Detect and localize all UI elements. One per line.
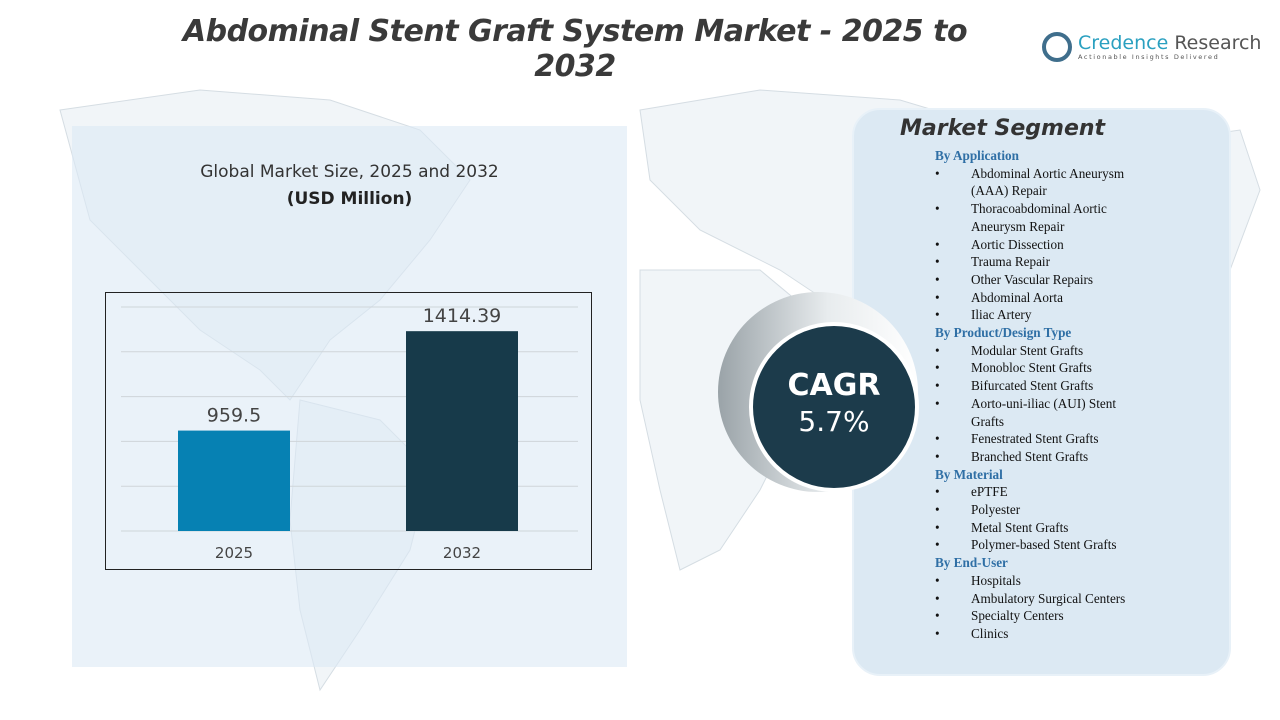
segment-item: • Bifurcated Stent Grafts bbox=[935, 377, 1155, 395]
market-segment-panel bbox=[852, 108, 1231, 676]
data-label: 959.5 bbox=[207, 405, 261, 427]
segment-item: • Branched Stent Grafts bbox=[935, 448, 1155, 466]
logo-name: Credence bbox=[1078, 32, 1169, 54]
segment-item: • Other Vascular Repairs bbox=[935, 271, 1155, 289]
page-title: Abdominal Stent Graft System Market - 20… bbox=[182, 14, 968, 84]
segment-item: • Abdominal Aortic Aneurysm (AAA) Repair bbox=[935, 165, 1155, 200]
bullet-icon: • bbox=[935, 236, 940, 252]
segment-item: • Clinics bbox=[935, 625, 1155, 643]
data-label: 1414.39 bbox=[423, 305, 502, 327]
bullet-icon: • bbox=[935, 448, 940, 464]
segment-item-label: Aortic Dissection bbox=[971, 236, 1064, 252]
cagr-label: CAGR bbox=[787, 368, 881, 403]
segment-item: • ePTFE bbox=[935, 483, 1155, 501]
segment-item-label: Trauma Repair bbox=[971, 254, 1050, 270]
segment-item-label: Modular Stent Grafts bbox=[971, 342, 1084, 358]
bullet-icon: • bbox=[935, 395, 940, 411]
segment-item: • Iliac Artery bbox=[935, 306, 1155, 324]
segment-item: • Aorto-uni-iliac (AUI) Stent Grafts bbox=[935, 395, 1155, 430]
segment-title: Market Segment bbox=[900, 116, 1106, 141]
segment-item: • Specialty Centers bbox=[935, 607, 1155, 625]
bullet-icon: • bbox=[935, 537, 940, 553]
bullet-icon: • bbox=[935, 608, 940, 624]
bullet-icon: • bbox=[935, 271, 940, 287]
segment-item: • Metal Stent Grafts bbox=[935, 519, 1155, 537]
logo-tagline: Actionable Insights Delivered bbox=[1078, 53, 1220, 61]
segment-item: • Ambulatory Surgical Centers bbox=[935, 590, 1155, 608]
segment-category: By End-User bbox=[935, 555, 1008, 571]
bullet-icon: • bbox=[935, 502, 940, 518]
bullet-icon: • bbox=[935, 307, 940, 323]
bullet-icon: • bbox=[935, 165, 940, 181]
segment-item-label: Abdominal Aortic Aneurysm (AAA) Repair bbox=[971, 165, 1125, 199]
credence-research-logo: Credence Research Actionable Insights De… bbox=[1042, 32, 1261, 62]
segment-item-label: Aorto-uni-iliac (AUI) Stent Grafts bbox=[971, 395, 1117, 429]
segment-category: By Product/Design Type bbox=[935, 325, 1072, 341]
logo-chart-icon bbox=[1042, 32, 1072, 62]
segment-item-label: Polyester bbox=[971, 502, 1021, 518]
segment-item-label: Bifurcated Stent Grafts bbox=[971, 378, 1094, 394]
bullet-icon: • bbox=[935, 201, 940, 217]
logo-name-2: Research bbox=[1168, 32, 1262, 54]
bullet-icon: • bbox=[935, 572, 940, 588]
x-tick-label: 2032 bbox=[443, 544, 481, 562]
bullet-icon: • bbox=[935, 590, 940, 606]
x-tick-label: 2025 bbox=[215, 544, 253, 562]
segment-item-label: Abdominal Aorta bbox=[971, 289, 1063, 305]
segment-item-label: Polymer-based Stent Grafts bbox=[971, 537, 1117, 553]
segment-item: • Polyester bbox=[935, 501, 1155, 519]
segment-item-label: Monobloc Stent Grafts bbox=[971, 360, 1092, 376]
chart-unit: (USD Million) bbox=[286, 189, 413, 209]
segment-item-label: Branched Stent Grafts bbox=[971, 448, 1089, 464]
segment-item: • Monobloc Stent Grafts bbox=[935, 359, 1155, 377]
segment-category: By Application bbox=[935, 148, 1019, 163]
segment-item-label: Iliac Artery bbox=[971, 307, 1032, 323]
bullet-icon: • bbox=[935, 378, 940, 394]
bar-chart: 959.5 2025 1414.39 2032 bbox=[105, 292, 592, 570]
segment-item: • Thoracoabdominal Aortic Aneurysm Repair bbox=[935, 200, 1155, 235]
segment-item-label: Clinics bbox=[971, 625, 1009, 641]
segment-item-label: Thoracoabdominal Aortic Aneurysm Repair bbox=[971, 201, 1107, 234]
segment-category: By Material bbox=[935, 466, 1003, 482]
chart-subtitle: Global Market Size, 2025 and 2032 bbox=[200, 162, 499, 182]
bar-2032 bbox=[406, 331, 518, 531]
segment-item: • Polymer-based Stent Grafts bbox=[935, 536, 1155, 554]
bar-2025 bbox=[178, 430, 290, 531]
cagr-value: 5.7% bbox=[798, 405, 870, 438]
segment-item-label: Other Vascular Repairs bbox=[971, 271, 1094, 287]
segment-item: • Trauma Repair bbox=[935, 253, 1155, 271]
bullet-icon: • bbox=[935, 254, 940, 270]
bullet-icon: • bbox=[935, 289, 940, 305]
bullet-icon: • bbox=[935, 431, 940, 447]
segment-item-label: Metal Stent Grafts bbox=[971, 519, 1069, 535]
cagr-badge: CAGR 5.7% bbox=[749, 322, 919, 492]
segment-item-label: ePTFE bbox=[971, 484, 1008, 500]
segment-item: • Modular Stent Grafts bbox=[935, 342, 1155, 360]
segment-item-label: Hospitals bbox=[971, 572, 1021, 588]
bullet-icon: • bbox=[935, 625, 940, 641]
segment-item-label: Ambulatory Surgical Centers bbox=[971, 590, 1126, 606]
segment-item: • Hospitals bbox=[935, 572, 1155, 590]
bullet-icon: • bbox=[935, 360, 940, 376]
bullet-icon: • bbox=[935, 342, 940, 358]
segment-item: • Aortic Dissection bbox=[935, 236, 1155, 254]
segment-item: • Abdominal Aorta bbox=[935, 289, 1155, 307]
segment-item-label: Specialty Centers bbox=[971, 608, 1064, 624]
segment-list: By Application • Abdominal Aortic Aneurysm… bbox=[935, 147, 1155, 643]
segment-item-label: Fenestrated Stent Grafts bbox=[971, 431, 1099, 447]
bullet-icon: • bbox=[935, 519, 940, 535]
bullet-icon: • bbox=[935, 484, 940, 500]
segment-item: • Fenestrated Stent Grafts bbox=[935, 430, 1155, 448]
